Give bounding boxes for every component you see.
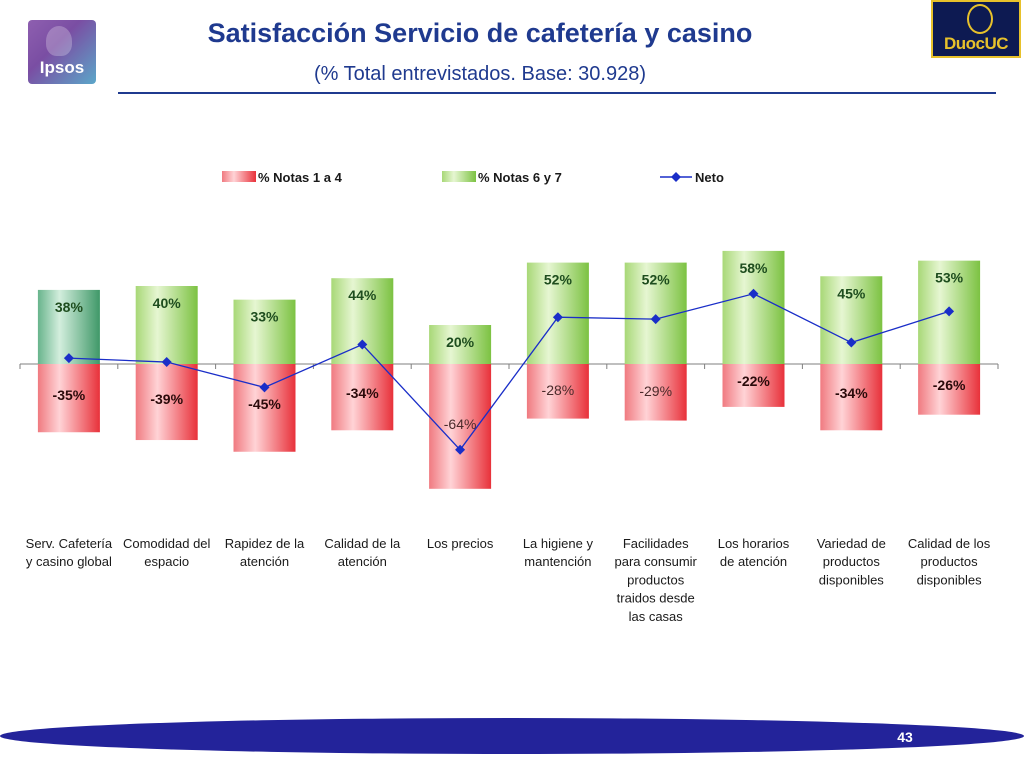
- category-label: productos: [921, 554, 979, 569]
- page-title: Satisfacción Servicio de cafetería y cas…: [207, 18, 753, 48]
- bar-notas-1-a-4: [429, 364, 492, 489]
- bar-notas-1-a-4: [918, 364, 981, 415]
- footer-band: [0, 718, 1024, 754]
- category-label: productos: [627, 572, 685, 587]
- bar-notas-1-a-4: [722, 364, 785, 407]
- net-marker: [748, 288, 759, 299]
- bar-notas-6-y-7: [331, 278, 394, 364]
- category-label: atención: [240, 554, 289, 569]
- bar-notas-6-y-7: [820, 276, 883, 364]
- chart-legend: % Notas 1 a 4 % Notas 6 y 7 Neto: [222, 170, 724, 185]
- negative-value-label: -35%: [53, 387, 86, 403]
- negative-value-label: -28%: [542, 382, 575, 398]
- negative-value-label: -45%: [248, 396, 281, 412]
- negative-value-label: -39%: [150, 391, 183, 407]
- positive-value-label: 45%: [837, 285, 866, 301]
- category-label: disponibles: [917, 572, 983, 587]
- category-label: Los precios: [427, 536, 494, 551]
- category-label: Variedad de: [817, 536, 886, 551]
- category-label: y casino global: [26, 554, 112, 569]
- ipsos-logo: Ipsos: [28, 20, 96, 84]
- ipsos-logo-head-icon: [46, 26, 72, 56]
- bar-notas-6-y-7: [722, 250, 785, 364]
- negative-value-label: -29%: [639, 383, 672, 399]
- satisfaction-chart: % Notas 1 a 4 % Notas 6 y 7 Neto 38% -35% 40…: [19, 170, 999, 624]
- chart-bars: [37, 250, 981, 489]
- category-label: Calidad de la: [324, 536, 401, 551]
- positive-value-label: 44%: [348, 287, 377, 303]
- bar-notas-1-a-4: [624, 364, 687, 421]
- bar-notas-6-y-7: [233, 299, 296, 364]
- positive-value-label: 20%: [446, 334, 475, 350]
- legend-label-notas-6-y-7: % Notas 6 y 7: [478, 170, 562, 185]
- net-marker: [650, 314, 661, 325]
- positive-value-label: 52%: [544, 272, 573, 288]
- net-marker: [259, 382, 270, 393]
- bar-notas-6-y-7: [135, 286, 198, 364]
- category-label: traidos desde: [617, 591, 695, 606]
- negative-value-label: -22%: [737, 373, 770, 389]
- category-label: La higiene y: [523, 536, 594, 551]
- bar-notas-1-a-4: [526, 364, 589, 419]
- category-label: Los horarios: [718, 536, 790, 551]
- category-label: Rapidez de la: [225, 536, 305, 551]
- page-subtitle: (% Total entrevistados. Base: 30.928): [313, 63, 647, 85]
- positive-value-label: 53%: [935, 270, 964, 286]
- negative-value-label: -34%: [346, 385, 379, 401]
- bar-notas-1-a-4: [820, 364, 883, 431]
- positive-value-label: 33%: [250, 309, 279, 325]
- legend-swatch-notas-1-a-4: [222, 171, 256, 182]
- category-label: para consumir: [615, 554, 698, 569]
- net-marker: [944, 306, 955, 317]
- category-label: las casas: [629, 609, 684, 624]
- net-marker: [357, 339, 368, 350]
- chart-category-labels: Serv. Cafetería y casino global Comodidad …: [26, 536, 991, 624]
- category-label: Calidad de los: [908, 536, 991, 551]
- title-divider: [118, 92, 996, 94]
- net-marker: [455, 444, 466, 455]
- net-line-path: [68, 293, 950, 451]
- bar-notas-6-y-7: [429, 325, 492, 364]
- category-label: disponibles: [819, 572, 885, 587]
- duoc-seal-icon: [967, 4, 993, 34]
- category-label: de atención: [720, 554, 787, 569]
- legend-swatch-notas-6-y-7: [442, 171, 476, 182]
- chart-net-line: [63, 288, 955, 455]
- category-label: atención: [338, 554, 387, 569]
- negative-value-label: -34%: [835, 385, 868, 401]
- category-label: Serv. Cafetería: [26, 536, 113, 551]
- net-marker: [846, 337, 857, 348]
- positive-value-label: 52%: [642, 272, 671, 288]
- bar-notas-1-a-4: [331, 364, 394, 431]
- legend-label-neto: Neto: [695, 170, 724, 185]
- positive-value-label: 40%: [153, 295, 182, 311]
- category-label: mantención: [524, 554, 591, 569]
- negative-value-label: -26%: [933, 377, 966, 393]
- category-label: espacio: [144, 554, 189, 569]
- positive-value-label: 58%: [739, 260, 768, 276]
- bar-notas-1-a-4: [37, 364, 100, 433]
- negative-value-label: -64%: [444, 416, 477, 432]
- duoc-logo: DuocUC: [931, 0, 1021, 58]
- positive-value-label: 38%: [55, 299, 84, 315]
- category-label: Comodidad del: [123, 536, 211, 551]
- ipsos-logo-text: Ipsos: [39, 58, 85, 77]
- duoc-logo-text: DuocUC: [943, 34, 1009, 53]
- category-label: Facilidades: [623, 536, 689, 551]
- net-marker: [161, 357, 172, 368]
- chart-data-labels: 38% -35% 40% -39% 33% -45% 44% -34% 20% -64% 52% -2…: [53, 260, 966, 432]
- net-marker: [552, 312, 563, 323]
- bar-notas-1-a-4: [135, 364, 198, 441]
- page-number: 43: [897, 729, 913, 745]
- net-marker: [63, 353, 74, 364]
- bar-notas-6-y-7: [37, 289, 100, 364]
- legend-label-notas-1-a-4: % Notas 1 a 4: [258, 170, 343, 185]
- category-label: productos: [823, 554, 881, 569]
- legend-marker-neto: [671, 172, 681, 182]
